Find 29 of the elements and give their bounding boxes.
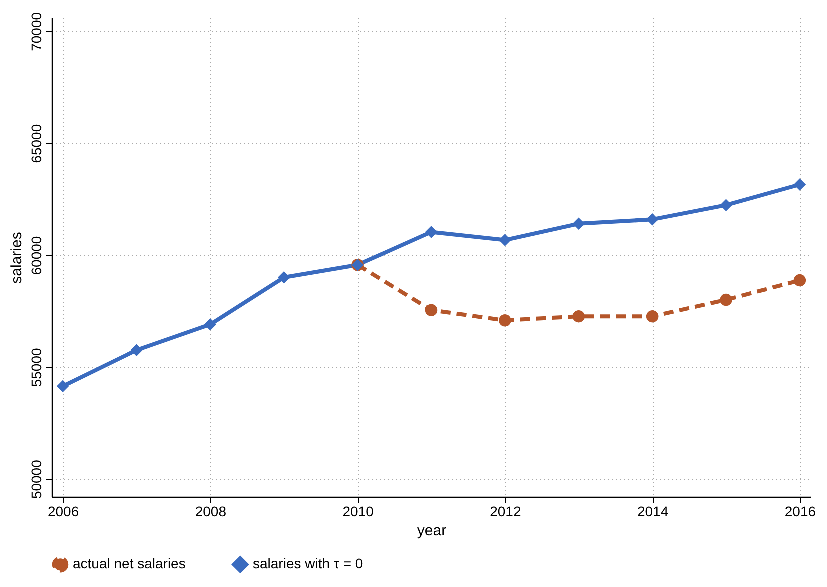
x-tick-label: 2016	[784, 504, 816, 520]
point	[204, 318, 217, 331]
point	[720, 199, 732, 212]
x-tick-label: 2008	[195, 504, 227, 520]
y-tick-label: 65000	[28, 124, 44, 164]
x-tick-label: 2012	[490, 504, 522, 520]
point	[720, 294, 732, 306]
y-axis-title: salaries	[8, 232, 26, 284]
x-tick-label: 2010	[342, 504, 374, 520]
point	[278, 272, 290, 284]
x-tick-label: 2006	[48, 504, 80, 520]
point	[646, 310, 659, 323]
point	[794, 274, 806, 287]
point	[130, 344, 143, 357]
point	[499, 234, 512, 246]
point	[425, 226, 438, 238]
x-axis-title: year	[417, 522, 447, 540]
y-tick-label: 60000	[28, 236, 44, 276]
y-tick-label: 50000	[28, 460, 44, 500]
y-tick-label: 70000	[28, 12, 44, 52]
legend-label: salaries with τ = 0	[253, 556, 364, 572]
point	[572, 310, 586, 323]
point	[425, 304, 438, 316]
point	[499, 314, 512, 327]
y-tick-label: 55000	[28, 348, 44, 388]
point	[56, 380, 70, 393]
point	[794, 178, 806, 191]
x-tick-label: 2014	[637, 504, 669, 520]
legend-label: actual net salaries	[73, 556, 186, 572]
